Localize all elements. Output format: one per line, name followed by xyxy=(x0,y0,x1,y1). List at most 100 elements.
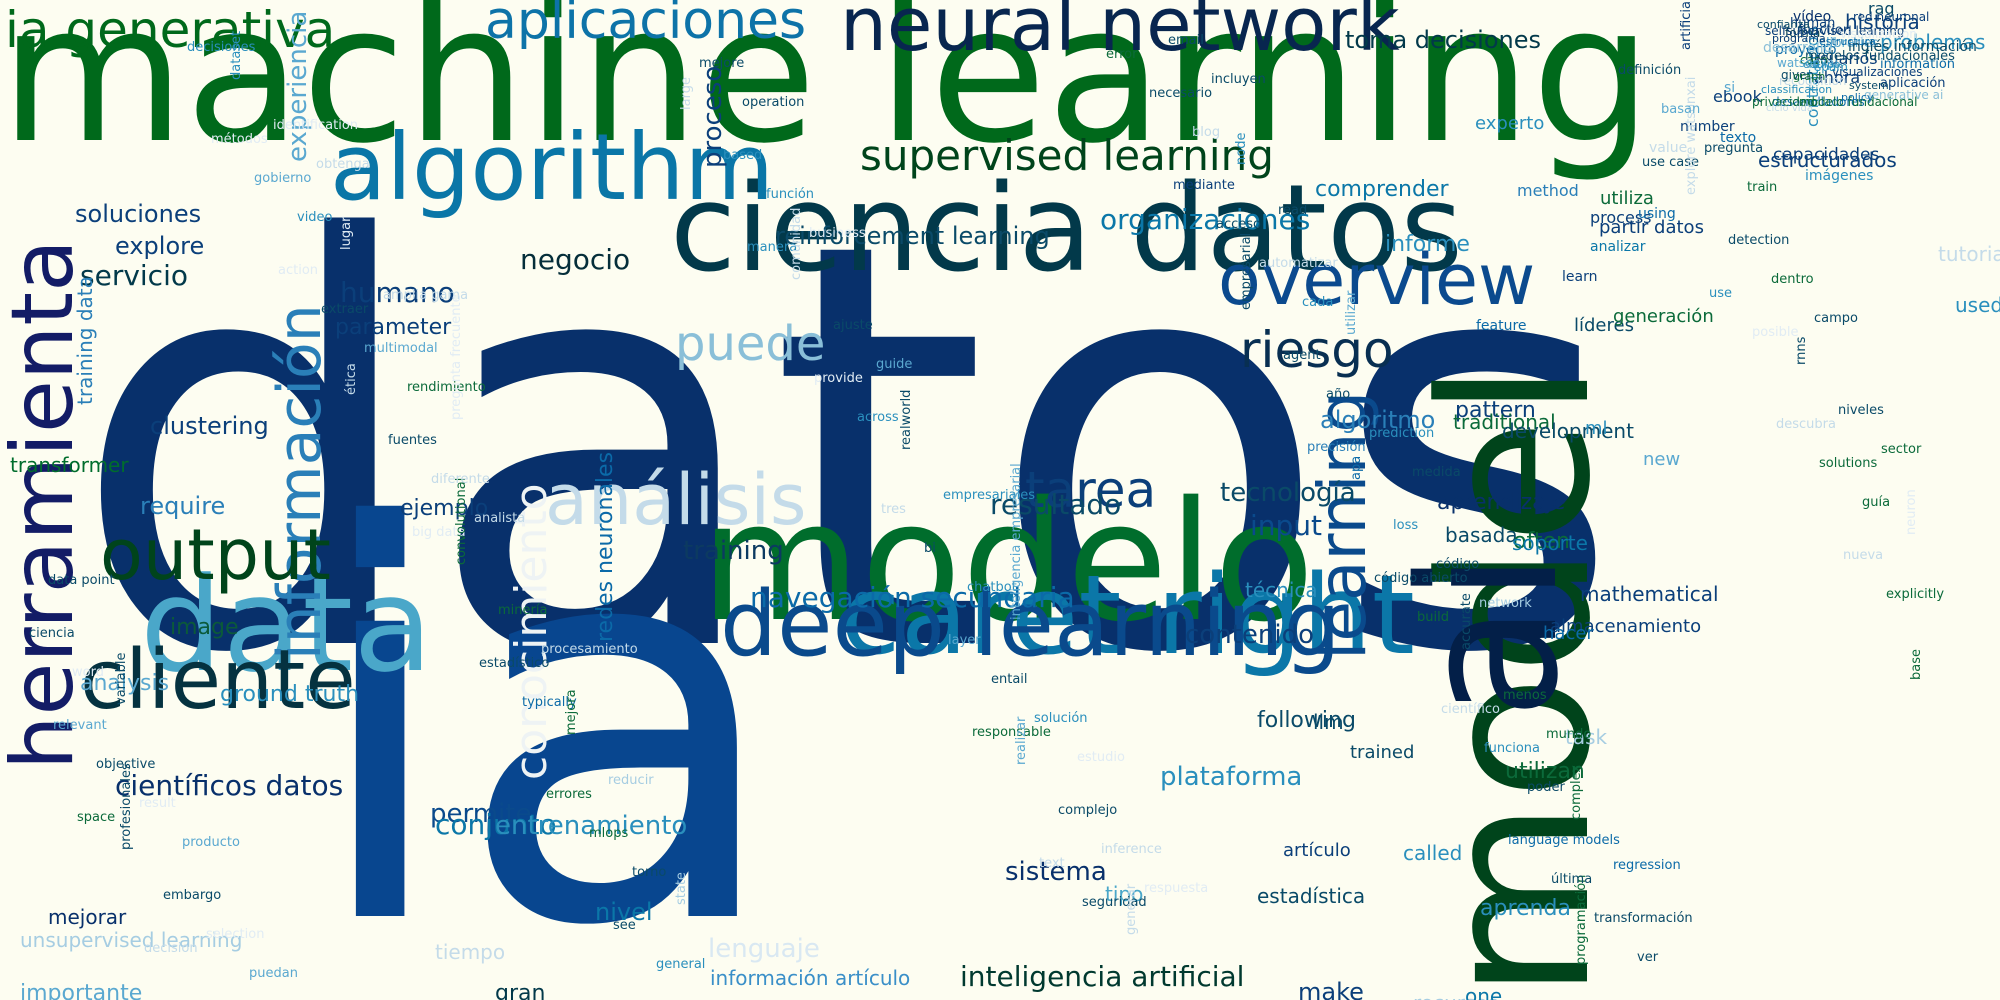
word-240: realworld xyxy=(899,389,914,450)
word-122: texto xyxy=(1720,130,1757,146)
word-259: identification xyxy=(273,118,359,133)
word-1: machine learning xyxy=(0,0,1653,185)
word-23: tarea xyxy=(1025,461,1157,519)
word-86: basada xyxy=(1445,523,1518,547)
word-195: explore watsonxai xyxy=(1684,76,1699,195)
word-246: cada xyxy=(1302,295,1334,310)
word-235: mejora xyxy=(564,689,579,735)
word-74: aprenda xyxy=(1480,896,1571,921)
word-248: código xyxy=(1436,557,1480,572)
word-143: confianza xyxy=(1757,18,1810,31)
word-68: unsupervised learning xyxy=(20,928,243,952)
word-178: errores xyxy=(546,787,592,802)
word-117: value xyxy=(1649,140,1688,156)
word-202: gobierno xyxy=(254,171,312,186)
word-72: tipo xyxy=(1105,882,1144,906)
word-21: análisis xyxy=(545,459,807,541)
word-102: ahora xyxy=(1814,68,1861,87)
word-62: image xyxy=(170,615,239,640)
word-78: called xyxy=(1403,841,1463,865)
word-148: estructura xyxy=(1819,35,1876,48)
word-154: policy xyxy=(1841,91,1874,104)
word-125: desarrollo xyxy=(1763,40,1833,56)
word-47: toma decisiones xyxy=(1345,26,1542,54)
word-156: responsable xyxy=(972,725,1051,740)
word-134: human xyxy=(1790,16,1836,31)
word-209: based xyxy=(723,148,763,163)
word-197: solutions xyxy=(1819,456,1878,471)
word-91: traditional xyxy=(1453,410,1556,434)
word-17: ia generativa xyxy=(5,1,336,59)
word-274: read xyxy=(1278,203,1308,218)
word-36: permite xyxy=(430,799,532,829)
word-159: mediante xyxy=(1173,178,1235,193)
word-15: aplicaciones xyxy=(485,0,807,51)
word-147: spam xyxy=(1815,60,1848,74)
word-158: error xyxy=(1106,47,1138,62)
word-247: prediction xyxy=(1369,426,1435,441)
word-204: fuentes xyxy=(388,433,437,448)
word-227: ciencia xyxy=(29,626,75,641)
word-132: forma xyxy=(1785,26,1821,40)
word-103: imágenes xyxy=(1805,168,1874,184)
word-97: tutorial xyxy=(1938,242,2000,266)
word-214: complejo xyxy=(1058,803,1118,818)
word-192: funciona xyxy=(1484,741,1540,756)
word-205: convolutional xyxy=(454,477,469,565)
word-113: generación xyxy=(1613,306,1714,327)
word-131: inglés información xyxy=(1848,39,1977,55)
word-52: explore xyxy=(115,232,205,260)
word-11: algorithm xyxy=(330,114,775,221)
word-53: soluciones xyxy=(75,200,202,228)
word-141: visualizaciones xyxy=(1832,65,1923,79)
word-226: guía xyxy=(1862,495,1891,510)
word-95: new xyxy=(1643,449,1681,470)
word-281: train xyxy=(1747,180,1778,195)
word-220: accurate xyxy=(1459,593,1474,650)
word-63: analysis xyxy=(80,671,170,696)
word-260: lugar xyxy=(339,216,354,250)
word-257: result xyxy=(139,796,176,811)
word-13: información xyxy=(265,304,335,660)
word-96: used xyxy=(1955,293,2000,317)
word-60: ejemplo xyxy=(400,496,489,521)
word-61: require xyxy=(140,492,226,520)
word-146: system xyxy=(1849,79,1889,92)
word-161: precisión xyxy=(1307,440,1366,455)
word-54: parameter xyxy=(335,315,452,340)
word-174: action xyxy=(278,263,319,278)
word-149: classification xyxy=(1761,83,1833,96)
word-167: use xyxy=(1709,286,1733,301)
word-135: modelos fundacionales xyxy=(1805,49,1955,64)
word-169: nueva xyxy=(1843,548,1884,563)
word-171: space xyxy=(77,810,116,825)
word-228: objective xyxy=(96,757,156,772)
word-114: utiliza xyxy=(1600,188,1654,209)
word-112: analizar xyxy=(1590,239,1646,255)
word-263: procesamiento xyxy=(541,642,638,657)
word-286: producto xyxy=(182,835,240,850)
word-196: posible xyxy=(1752,325,1799,340)
word-127: information xyxy=(1880,57,1956,72)
word-67: importante xyxy=(20,981,143,1000)
word-98: problemas xyxy=(1880,30,1986,54)
word-144: given xyxy=(1781,68,1815,82)
word-121: estructurados xyxy=(1758,148,1897,172)
word-12: deep learning xyxy=(720,572,1341,677)
word-69: mejorar xyxy=(48,905,127,929)
word-120: si xyxy=(1724,80,1736,96)
word-185: realizar xyxy=(1014,716,1029,765)
word-38: sistema xyxy=(1005,857,1107,887)
word-22: supervised learning xyxy=(860,131,1274,180)
word-109: líderes xyxy=(1574,315,1634,336)
word-243: inference xyxy=(1101,842,1162,857)
word-116: using xyxy=(1638,206,1676,222)
word-256: word xyxy=(72,665,104,680)
word-66: tiempo xyxy=(435,940,506,964)
word-31: training xyxy=(683,536,784,566)
word-208: general xyxy=(656,957,706,972)
word-137: function xyxy=(1798,23,1852,38)
word-42: plataforma xyxy=(1160,762,1303,792)
word-126: libraries xyxy=(1826,36,1879,51)
